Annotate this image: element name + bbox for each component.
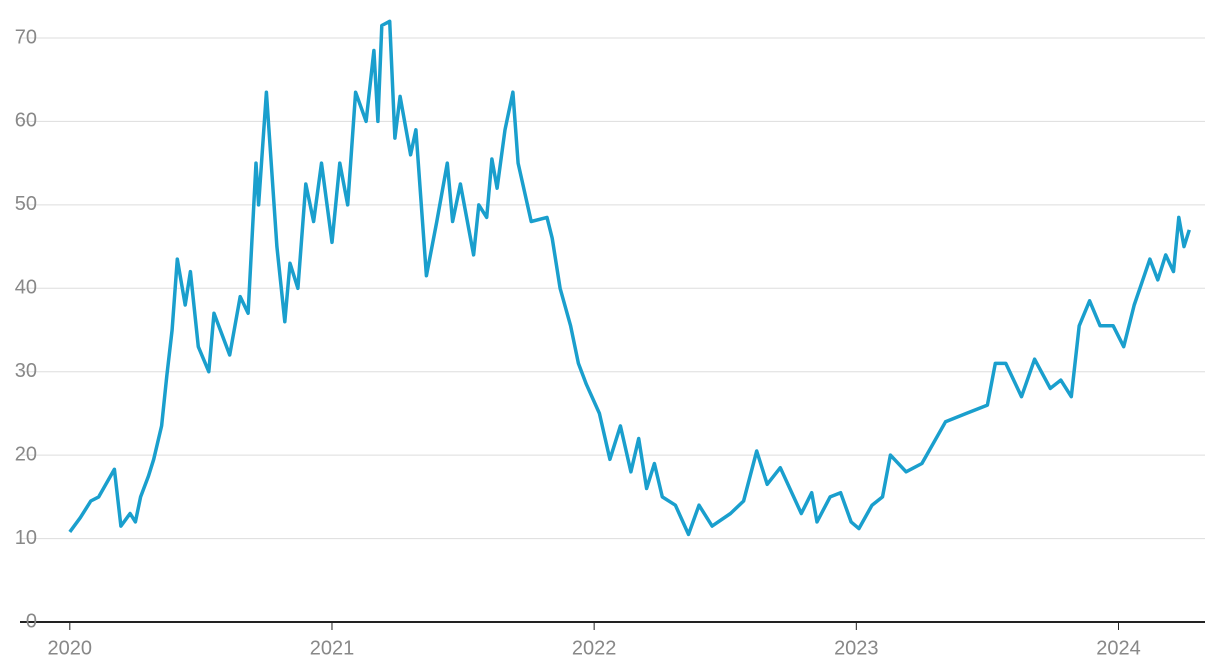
y-tick-label: 20 xyxy=(15,443,37,465)
y-tick-label: 30 xyxy=(15,360,37,382)
x-tick-label: 2021 xyxy=(310,637,355,659)
x-tick-label: 2024 xyxy=(1096,637,1141,659)
x-tick-label: 2020 xyxy=(48,637,93,659)
y-tick-label: 40 xyxy=(15,277,37,299)
x-tick-label: 2023 xyxy=(834,637,879,659)
line-series xyxy=(68,19,1191,537)
y-tick-label: 70 xyxy=(15,26,37,48)
y-tick-label: 0 xyxy=(26,610,37,632)
y-tick-label: 10 xyxy=(15,527,37,549)
x-tick-label: 2022 xyxy=(572,637,617,659)
y-tick-label: 50 xyxy=(15,193,37,215)
y-tick-label: 60 xyxy=(15,110,37,132)
